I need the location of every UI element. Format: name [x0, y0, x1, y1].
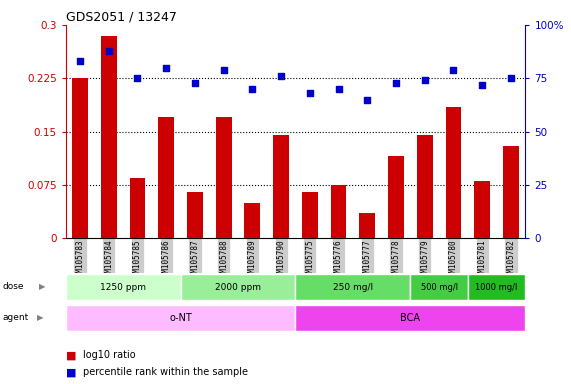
Bar	[187, 192, 203, 238]
Point	[449, 67, 458, 73]
Text: agent: agent	[3, 313, 29, 322]
Point	[104, 48, 113, 54]
Bar	[216, 118, 232, 238]
Point	[363, 96, 372, 103]
Point	[133, 75, 142, 81]
Text: BCA: BCA	[400, 313, 420, 323]
Text: 250 mg/l: 250 mg/l	[333, 283, 373, 291]
Bar	[274, 135, 289, 238]
Text: o-NT: o-NT	[169, 313, 192, 323]
Point	[75, 58, 85, 64]
Bar	[66, 274, 180, 300]
Bar	[296, 305, 525, 331]
Text: 1250 ppm: 1250 ppm	[100, 283, 146, 291]
Text: ■: ■	[66, 367, 76, 377]
Bar	[417, 135, 433, 238]
Bar	[468, 274, 525, 300]
Bar	[180, 274, 296, 300]
Text: GDS2051 / 13247: GDS2051 / 13247	[66, 11, 176, 24]
Point	[248, 86, 257, 92]
Point	[276, 73, 286, 79]
Point	[392, 79, 401, 86]
Point	[190, 79, 199, 86]
Text: 2000 ppm: 2000 ppm	[215, 283, 261, 291]
Text: log10 ratio: log10 ratio	[83, 350, 135, 360]
Bar	[66, 305, 296, 331]
Bar	[445, 107, 461, 238]
Text: dose: dose	[3, 282, 25, 291]
Bar	[72, 78, 88, 238]
Point	[219, 67, 228, 73]
Text: percentile rank within the sample: percentile rank within the sample	[83, 367, 248, 377]
Point	[334, 86, 343, 92]
Point	[162, 65, 171, 71]
Bar	[331, 185, 347, 238]
Point	[478, 81, 487, 88]
Bar	[475, 181, 490, 238]
Text: ▶: ▶	[39, 282, 45, 291]
Bar	[158, 118, 174, 238]
Text: 500 mg/l: 500 mg/l	[421, 283, 458, 291]
Bar	[296, 274, 411, 300]
Bar	[503, 146, 519, 238]
Point	[420, 77, 429, 83]
Point	[305, 90, 315, 96]
Text: 1000 mg/l: 1000 mg/l	[476, 283, 518, 291]
Bar	[359, 213, 375, 238]
Bar	[388, 156, 404, 238]
Bar	[244, 203, 260, 238]
Bar	[101, 36, 116, 238]
Bar	[130, 178, 146, 238]
Bar	[411, 274, 468, 300]
Text: ■: ■	[66, 350, 76, 360]
Text: ▶: ▶	[37, 313, 43, 322]
Bar	[302, 192, 317, 238]
Point	[506, 75, 516, 81]
